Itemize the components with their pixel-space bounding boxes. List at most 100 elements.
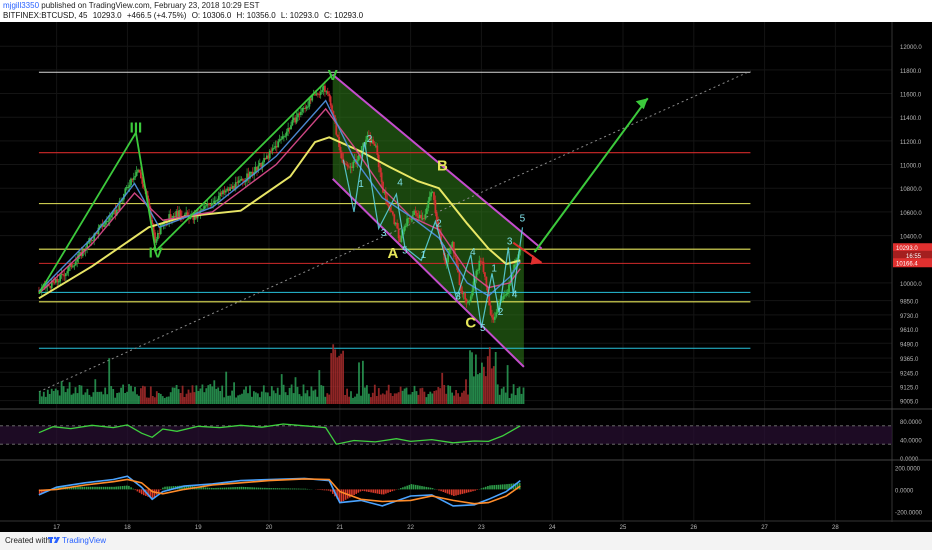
volume-bar <box>309 396 311 404</box>
macd-histogram-bar <box>77 487 79 490</box>
volume-bar <box>376 396 378 404</box>
tradingview-logo-icon <box>48 535 60 545</box>
macd-histogram-bar <box>237 487 239 489</box>
time-tick-23: 23 <box>478 525 485 531</box>
macd-histogram-bar <box>358 489 360 492</box>
volume-bar <box>231 391 233 404</box>
candle-body <box>416 213 418 216</box>
volume-bar <box>120 388 122 404</box>
volume-bar <box>267 393 269 405</box>
volume-bar <box>269 396 271 404</box>
candle-body <box>76 259 78 262</box>
volume-bar <box>142 386 144 404</box>
volume-bar <box>461 393 463 404</box>
candle-body <box>66 271 68 273</box>
volume-bar <box>443 385 445 404</box>
macd-histogram-bar <box>128 486 130 490</box>
macd-histogram-bar <box>160 489 162 490</box>
macd-histogram-bar <box>213 488 215 489</box>
projection-arrow <box>534 98 647 252</box>
macd-histogram-bar <box>107 487 109 490</box>
volume-bar <box>168 397 170 405</box>
candle-body <box>426 208 428 214</box>
candle-body <box>225 191 227 193</box>
volume-bar <box>303 385 305 405</box>
volume-bar <box>299 394 301 404</box>
macd-histogram-bar <box>328 489 330 490</box>
volume-bar <box>51 389 53 404</box>
macd-histogram-bar <box>387 489 389 492</box>
volume-bar <box>471 352 473 404</box>
candle-body <box>456 257 458 264</box>
macd-histogram-bar <box>481 488 483 489</box>
macd-histogram-bar <box>324 489 326 490</box>
candle-body <box>270 151 272 152</box>
macd-histogram-bar <box>360 489 362 491</box>
volume-bar <box>487 356 489 404</box>
wave-label-1-11: 1 <box>421 250 427 261</box>
volume-bar <box>108 358 110 404</box>
volume-bar <box>87 389 89 404</box>
volume-bar <box>521 394 523 404</box>
time-tick-28: 28 <box>832 525 839 531</box>
macd-histogram-bar <box>94 487 96 490</box>
price-tick-11800.0: 11800.0 <box>900 69 922 75</box>
macd-histogram-bar <box>409 485 411 490</box>
volume-bar <box>326 393 328 404</box>
volume-bar <box>98 392 100 404</box>
candle-body <box>290 125 292 129</box>
macd-histogram-bar <box>326 489 328 490</box>
wave-label-1-16: 1 <box>491 264 497 275</box>
volume-bar <box>368 394 370 404</box>
macd-histogram-bar <box>217 488 219 490</box>
macd-histogram-bar <box>392 489 394 491</box>
candle-body <box>68 267 70 272</box>
macd-histogram-bar <box>489 485 491 489</box>
candle-body <box>140 172 142 178</box>
volume-bar <box>374 385 376 404</box>
macd-histogram-bar <box>139 489 141 492</box>
candle-body <box>480 261 482 262</box>
macd-histogram-bar <box>375 489 377 493</box>
candle-body <box>239 180 241 181</box>
candle-body <box>483 262 485 273</box>
candle-body <box>393 215 395 225</box>
candle-body <box>129 185 131 187</box>
volume-bar <box>505 393 507 404</box>
volume-bar <box>79 385 81 404</box>
volume-bar <box>128 384 130 404</box>
volume-bar <box>94 379 96 404</box>
candle-body <box>127 187 129 188</box>
macd-histogram-bar <box>126 486 128 490</box>
author-link[interactable]: mjgill3350 <box>3 1 39 10</box>
macd-histogram-bar <box>319 489 321 490</box>
macd-histogram-bar <box>500 485 502 490</box>
volume-bar <box>289 388 291 404</box>
candle-body <box>92 240 94 241</box>
macd-histogram-bar <box>411 484 413 489</box>
macd-histogram-bar <box>262 488 264 490</box>
macd-histogram-bar <box>362 489 364 491</box>
macd-histogram-bar <box>389 489 391 492</box>
volume-bar <box>467 395 469 405</box>
volume-bar <box>315 390 317 405</box>
macd-histogram-bar <box>141 489 143 494</box>
high-value: H: 10356.0 <box>237 11 276 20</box>
candle-body <box>340 147 342 153</box>
tradingview-link[interactable]: TradingView <box>62 536 106 545</box>
candle-body <box>392 212 394 215</box>
macd-histogram-bar <box>400 488 402 489</box>
candle-body <box>352 162 354 168</box>
volume-bar <box>523 388 525 405</box>
macd-histogram-bar <box>506 484 508 489</box>
wave-label-A-3: A <box>387 245 398 262</box>
impulse-wave-path <box>39 75 333 294</box>
volume-bar <box>134 387 136 404</box>
volume-bar <box>281 374 283 404</box>
macd-histogram-bar <box>502 484 504 489</box>
candle-body <box>409 218 411 219</box>
candle-body <box>328 94 330 97</box>
macd-histogram-bar <box>266 488 268 490</box>
volume-bar <box>71 395 73 404</box>
